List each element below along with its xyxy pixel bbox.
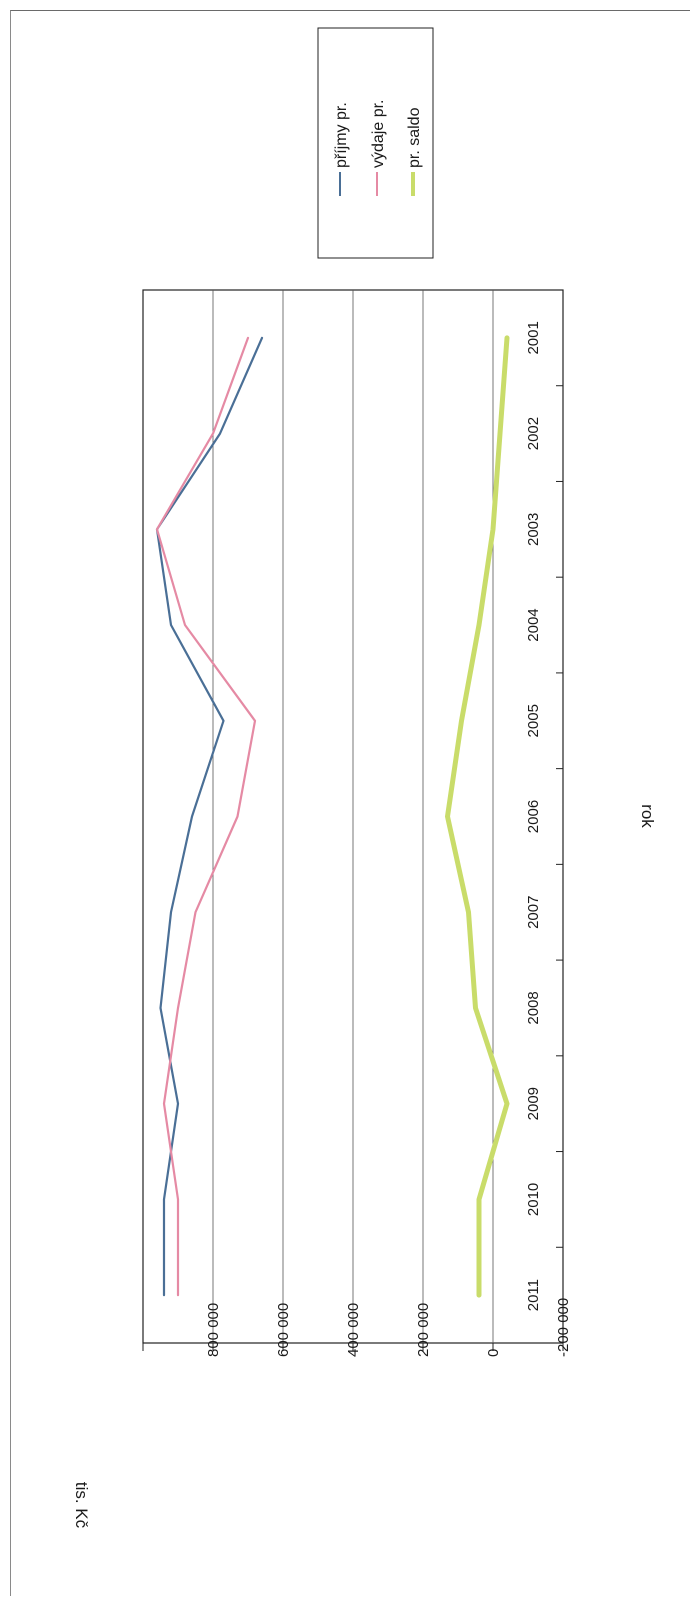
x-tick-label: 2006	[525, 800, 542, 833]
x-tick-label: 2005	[525, 704, 542, 737]
series-line-3	[445, 335, 510, 1298]
page-frame	[10, 10, 690, 1596]
x-tick-label: 2008	[525, 991, 542, 1024]
y-tick-label: 800 000	[205, 1303, 222, 1357]
series-lines	[155, 335, 510, 1298]
x-axis-ticks: 2001 2002 2003 2004 2005 2006 2007 2008 2009 2010…	[525, 289, 563, 1344]
legend: příjmy pr. výdaje pr. pr. saldo	[317, 27, 434, 259]
series-line-1	[155, 336, 264, 1297]
gridlines	[212, 290, 494, 1343]
y-axis-ticks: -200 000 0 200 000 400 000 600 000 800 000	[142, 1298, 572, 1357]
legend-label: pr. saldo	[406, 107, 423, 168]
y-tick-label: 400 000	[345, 1303, 362, 1357]
y-tick-label: 600 000	[275, 1303, 292, 1357]
x-axis-title: rok	[638, 804, 657, 828]
x-tick-label: 2007	[525, 896, 542, 929]
x-tick-label: 2011	[525, 1279, 542, 1311]
legend-label: výdaje pr.	[370, 100, 387, 168]
y-axis-title: tis. Kč	[72, 1482, 91, 1529]
y-tick-label: 0	[485, 1349, 502, 1357]
y-tick-label: -200 000	[555, 1298, 572, 1357]
legend-box	[317, 27, 434, 259]
x-tick-label: 2003	[525, 513, 542, 546]
x-tick-label: 2004	[525, 608, 542, 641]
x-tick-label: 2001	[525, 321, 542, 354]
x-tick-label: 2010	[525, 1183, 542, 1216]
x-tick-label: 2009	[525, 1087, 542, 1120]
y-tick-label: 200 000	[415, 1303, 432, 1357]
series-line-2	[155, 336, 257, 1297]
x-tick-label: 2002	[525, 417, 542, 450]
legend-label: příjmy pr.	[333, 102, 350, 168]
